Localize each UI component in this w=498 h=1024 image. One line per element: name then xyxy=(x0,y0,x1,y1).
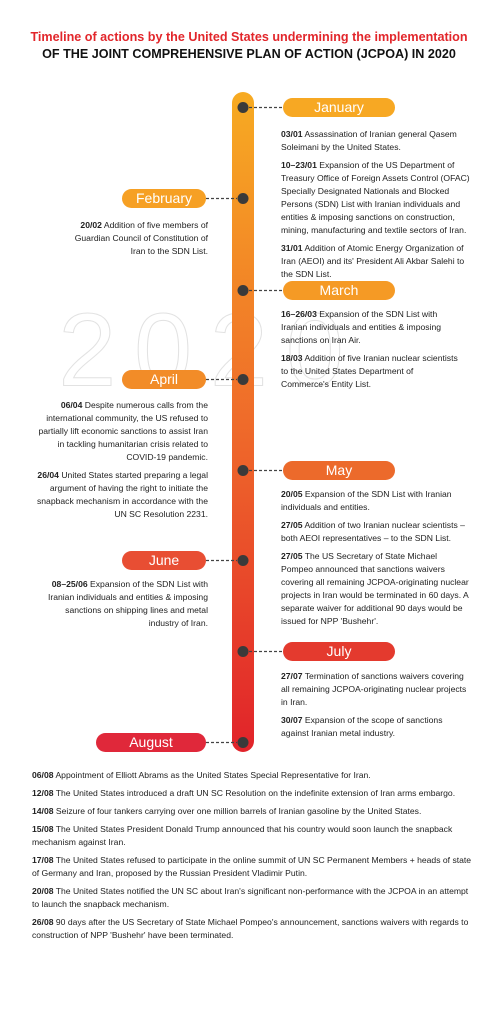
event-date: 06/08 xyxy=(32,770,54,780)
timeline-dot xyxy=(237,737,249,748)
event-text: Seizure of four tankers carrying over on… xyxy=(55,806,422,816)
event: 15/08 The United States President Donald… xyxy=(32,823,472,849)
event: 27/07 Termination of sanctions waivers c… xyxy=(281,670,471,709)
event-date: 03/01 xyxy=(281,129,303,139)
month-label: June xyxy=(122,551,206,570)
event-date: 26/04 xyxy=(37,470,59,480)
event-date: 31/01 xyxy=(281,243,303,253)
event-date: 20/08 xyxy=(32,886,54,896)
event-list: 06/08 Appointment of Elliott Abrams as t… xyxy=(32,769,472,947)
month-label: April xyxy=(122,370,206,389)
event-text: Expansion of the SDN List with Iranian i… xyxy=(47,579,208,628)
event: 06/04 Despite numerous calls from the in… xyxy=(33,399,208,464)
event-text: Addition of Atomic Energy Organization o… xyxy=(281,243,465,279)
event-date: 27/05 xyxy=(281,520,303,530)
event: 08–25/06 Expansion of the SDN List with … xyxy=(36,578,208,630)
timeline-dot xyxy=(237,646,249,657)
event-text: Appointment of Elliott Abrams as the Uni… xyxy=(55,770,371,780)
timeline-dot xyxy=(237,555,249,566)
title-line2: OF THE JOINT COMPREHENSIVE PLAN OF ACTIO… xyxy=(42,47,456,61)
timeline-dot xyxy=(237,374,249,385)
event-text: United States started preparing a legal … xyxy=(36,470,208,519)
timeline-bar xyxy=(232,92,254,752)
event-date: 18/03 xyxy=(281,353,303,363)
timeline-dot xyxy=(237,102,249,113)
event-date: 15/08 xyxy=(32,824,54,834)
event-text: 90 days after the US Secretary of State … xyxy=(32,917,469,940)
event-text: Expansion of the SDN List with Iranian i… xyxy=(281,309,442,345)
event: 27/05 Addition of two Iranian nuclear sc… xyxy=(281,519,469,545)
event-text: Addition of five members of Guardian Cou… xyxy=(74,220,208,256)
event-date: 16–26/03 xyxy=(281,309,317,319)
event: 14/08 Seizure of four tankers carrying o… xyxy=(32,805,472,818)
event-date: 27/05 xyxy=(281,551,303,561)
event: 12/08 The United States introduced a dra… xyxy=(32,787,472,800)
event: 10–23/01 Expansion of the US Department … xyxy=(281,159,478,237)
month-label: May xyxy=(283,461,395,480)
event-text: Despite numerous calls from the internat… xyxy=(38,400,208,462)
event-text: Addition of five Iranian nuclear scienti… xyxy=(281,353,458,389)
title-line1: Timeline of actions by the United States… xyxy=(30,30,468,44)
month-label: July xyxy=(283,642,395,661)
event-text: The United States introduced a draft UN … xyxy=(55,788,456,798)
event-text: Expansion of the scope of sanctions agai… xyxy=(281,715,443,738)
event-list: 08–25/06 Expansion of the SDN List with … xyxy=(36,578,208,635)
month-label: March xyxy=(283,281,395,300)
event-date: 10–23/01 xyxy=(281,160,317,170)
event-text: The United States President Donald Trump… xyxy=(32,824,453,847)
event: 06/08 Appointment of Elliott Abrams as t… xyxy=(32,769,472,782)
event: 20/02 Addition of five members of Guardi… xyxy=(58,219,208,258)
timeline-dot xyxy=(237,285,249,296)
event: 17/08 The United States refused to parti… xyxy=(32,854,472,880)
event: 20/08 The United States notified the UN … xyxy=(32,885,472,911)
event-date: 20/02 xyxy=(80,220,102,230)
event-list: 20/05 Expansion of the SDN List with Ira… xyxy=(281,488,469,633)
event-list: 03/01 Assassination of Iranian general Q… xyxy=(281,128,478,286)
event-list: 06/04 Despite numerous calls from the in… xyxy=(33,399,208,526)
watermark: 2020 xyxy=(58,292,361,408)
event-date: 17/08 xyxy=(32,855,54,865)
event-date: 14/08 xyxy=(32,806,54,816)
event-text: Assassination of Iranian general Qasem S… xyxy=(281,129,457,152)
event: 30/07 Expansion of the scope of sanction… xyxy=(281,714,471,740)
timeline-dot xyxy=(237,193,249,204)
month-label: January xyxy=(283,98,395,117)
event: 03/01 Assassination of Iranian general Q… xyxy=(281,128,478,154)
event-text: Addition of two Iranian nuclear scientis… xyxy=(281,520,465,543)
event-date: 08–25/06 xyxy=(51,579,88,589)
event: 16–26/03 Expansion of the SDN List with … xyxy=(281,308,461,347)
event-date: 26/08 xyxy=(32,917,54,927)
event-text: The United States notified the UN SC abo… xyxy=(32,886,469,909)
month-label: August xyxy=(96,733,206,752)
event-text: Expansion of the US Department of Treasu… xyxy=(281,160,470,235)
event-list: 27/07 Termination of sanctions waivers c… xyxy=(281,670,471,745)
event-text: Termination of sanctions waivers coverin… xyxy=(281,671,467,707)
event-date: 27/07 xyxy=(281,671,303,681)
event-date: 30/07 xyxy=(281,715,303,725)
month-label: February xyxy=(122,189,206,208)
event-list: 16–26/03 Expansion of the SDN List with … xyxy=(281,308,461,396)
event-date: 20/05 xyxy=(281,489,303,499)
event: 27/05 The US Secretary of State Michael … xyxy=(281,550,469,628)
event-date: 06/04 xyxy=(60,400,83,410)
event: 26/04 United States started preparing a … xyxy=(33,469,208,521)
event-text: Expansion of the SDN List with Iranian i… xyxy=(281,489,452,512)
timeline-dot xyxy=(237,465,249,476)
event: 20/05 Expansion of the SDN List with Ira… xyxy=(281,488,469,514)
event: 26/08 90 days after the US Secretary of … xyxy=(32,916,472,942)
event-date: 12/08 xyxy=(32,788,54,798)
event: 31/01 Addition of Atomic Energy Organiza… xyxy=(281,242,478,281)
event-list: 20/02 Addition of five members of Guardi… xyxy=(58,219,208,263)
event: 18/03 Addition of five Iranian nuclear s… xyxy=(281,352,461,391)
event-text: The United States refused to participate… xyxy=(32,855,472,878)
event-text: The US Secretary of State Michael Pompeo… xyxy=(281,551,469,626)
